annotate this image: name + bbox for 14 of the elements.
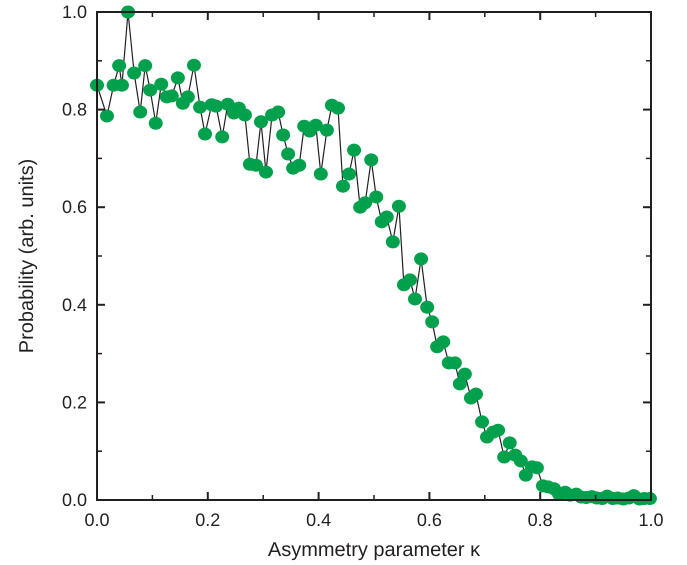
x-tick-label: 0.6 — [416, 510, 442, 530]
y-tick-label: 0.8 — [62, 100, 87, 120]
y-tick-label: 0.6 — [62, 197, 87, 218]
x-tick-label: 0.4 — [306, 510, 332, 530]
x-tick-label: 1.0 — [638, 510, 664, 530]
y-tick-label: 0.0 — [62, 490, 87, 510]
y-axis-title: Probability (arb. units) — [16, 158, 38, 354]
x-tick-label: 0.0 — [84, 510, 110, 530]
y-tick-label: 0.2 — [62, 392, 87, 412]
x-axis-title: Asymmetry parameter κ — [268, 539, 482, 561]
x-tick-label: 0.8 — [528, 510, 553, 530]
y-tick-label: 1.0 — [62, 2, 87, 22]
y-tick-label: 0.4 — [62, 294, 87, 315]
x-tick-label: 0.2 — [195, 510, 220, 530]
